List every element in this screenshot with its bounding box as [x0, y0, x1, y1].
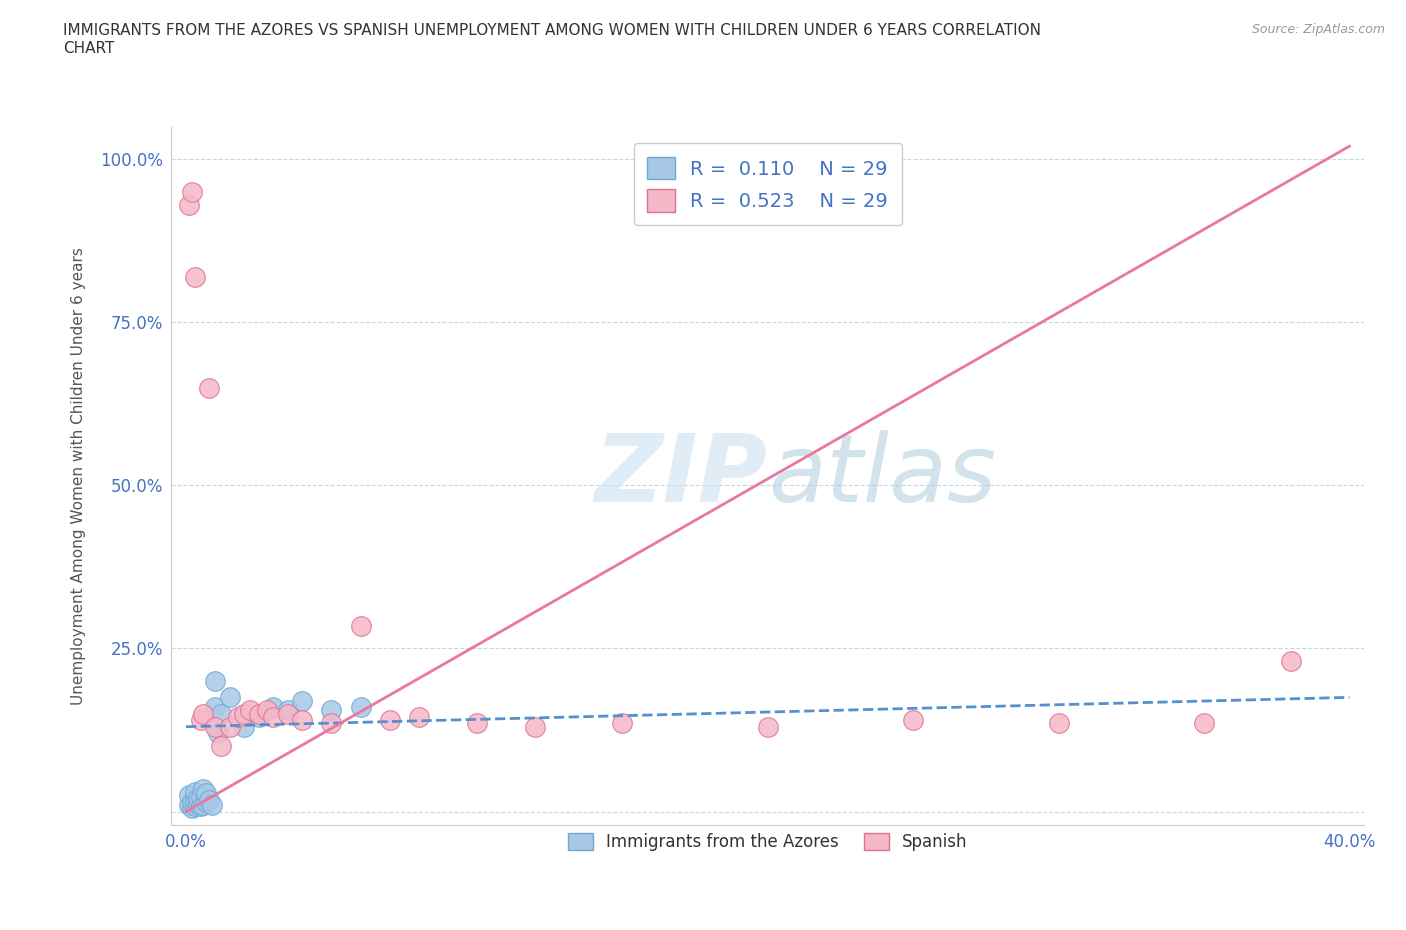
Point [233, 719, 256, 734]
Point [177, 798, 200, 813]
Point [177, 788, 200, 803]
Point [180, 184, 202, 199]
Point [187, 796, 209, 811]
Point [408, 710, 430, 724]
Point [180, 801, 202, 816]
Point [321, 703, 343, 718]
Point [184, 799, 207, 814]
Point [198, 380, 221, 395]
Point [177, 197, 200, 212]
Point [1192, 716, 1215, 731]
Y-axis label: Unemployment Among Women with Children Under 6 years: Unemployment Among Women with Children U… [72, 246, 86, 705]
Point [190, 790, 212, 804]
Point [233, 706, 256, 721]
Text: ZIP: ZIP [595, 430, 768, 522]
Point [184, 269, 207, 284]
Point [262, 710, 284, 724]
Point [218, 690, 240, 705]
Point [247, 710, 270, 724]
Point [193, 798, 215, 813]
Point [184, 785, 207, 800]
Point [204, 673, 226, 688]
Point [1047, 716, 1070, 731]
Point [180, 794, 202, 809]
Point [612, 716, 634, 731]
Point [247, 706, 270, 721]
Point [321, 716, 343, 731]
Point [198, 792, 221, 807]
Text: Source: ZipAtlas.com: Source: ZipAtlas.com [1251, 23, 1385, 36]
Point [262, 699, 284, 714]
Point [218, 719, 240, 734]
Point [291, 712, 314, 727]
Point [195, 794, 218, 809]
Point [190, 799, 212, 814]
Point [465, 716, 488, 731]
Point [756, 719, 779, 734]
Point [184, 792, 207, 807]
Point [209, 738, 232, 753]
Point [209, 706, 232, 721]
Point [204, 719, 226, 734]
Point [195, 786, 218, 801]
Point [193, 781, 215, 796]
Text: IMMIGRANTS FROM THE AZORES VS SPANISH UNEMPLOYMENT AMONG WOMEN WITH CHILDREN UND: IMMIGRANTS FROM THE AZORES VS SPANISH UN… [63, 23, 1042, 56]
Point [204, 699, 226, 714]
Point [239, 703, 262, 718]
Point [187, 791, 209, 806]
Point [524, 719, 547, 734]
Legend: Immigrants from the Azores, Spanish: Immigrants from the Azores, Spanish [561, 827, 974, 858]
Point [193, 706, 215, 721]
Point [277, 703, 299, 718]
Point [349, 618, 371, 633]
Point [201, 798, 224, 813]
Point [207, 725, 229, 740]
Point [349, 699, 371, 714]
Point [901, 712, 924, 727]
Point [190, 712, 212, 727]
Point [256, 703, 278, 718]
Point [378, 712, 401, 727]
Point [291, 693, 314, 708]
Text: atlas: atlas [768, 430, 995, 521]
Point [277, 706, 299, 721]
Point [228, 710, 250, 724]
Point [1279, 654, 1302, 669]
